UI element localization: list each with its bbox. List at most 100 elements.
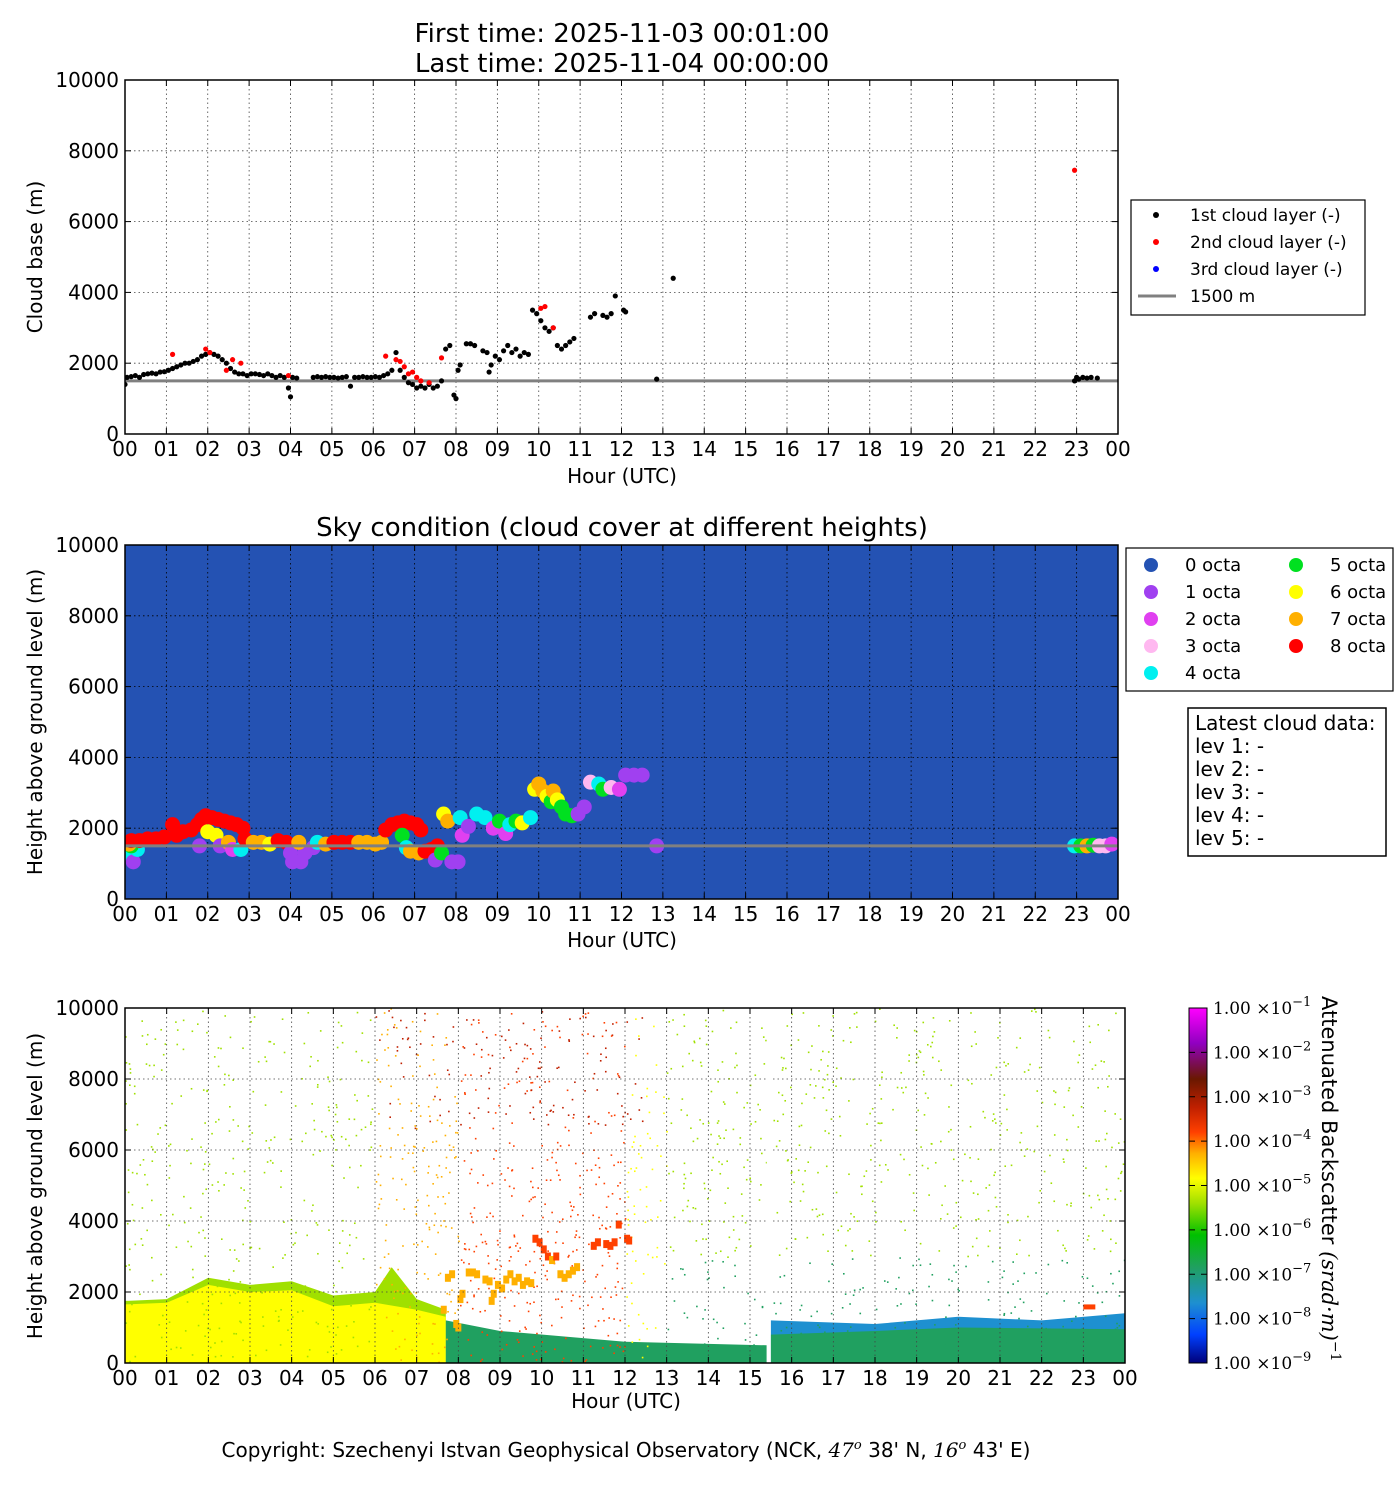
backscatter-noise-pixel [987,1245,990,1248]
backscatter-noise-pixel [699,1037,701,1040]
backscatter-noise-pixel [369,1019,372,1022]
backscatter-noise-pixel [153,1075,155,1078]
backscatter-noise-pixel [844,1244,847,1247]
backscatter-noise-pixel [445,1225,447,1228]
octa-7-point [291,834,307,850]
backscatter-noise-pixel [613,1164,615,1167]
backscatter-noise-pixel [681,1098,684,1100]
octa-8-point [413,822,429,838]
backscatter-noise-pixel [454,1312,456,1314]
backscatter-noise-pixel [546,1278,548,1281]
backscatter-noise-pixel [923,1074,925,1076]
backscatter-noise-pixel [1114,1328,1117,1331]
backscatter-noise-pixel [955,1271,957,1273]
backscatter-noise-pixel [683,1162,686,1165]
cloud-layer-1-point [509,349,515,356]
backscatter-noise-pixel [444,1202,447,1205]
backscatter-noise-pixel [635,1054,637,1057]
backscatter-noise-pixel [693,1040,696,1043]
backscatter-noise-pixel [139,1164,142,1166]
backscatter-noise-pixel [160,1028,162,1031]
backscatter-noise-pixel [459,1304,462,1307]
backscatter-noise-pixel [353,1222,356,1225]
backscatter-noise-pixel [683,1182,685,1185]
backscatter-noise-pixel [1066,1262,1069,1264]
backscatter-noise-pixel [656,1256,658,1258]
backscatter-noise-pixel [1023,1272,1026,1275]
backscatter-noise-pixel [1053,1200,1056,1203]
backscatter-noise-pixel [203,1163,206,1165]
backscatter-noise-pixel [410,1102,413,1105]
y-tick-label: 0 [106,1351,119,1375]
backscatter-noise-pixel [1088,1025,1091,1028]
backscatter-noise-pixel [850,1041,852,1044]
backscatter-noise-pixel [787,1159,789,1161]
backscatter-noise-pixel [220,1354,223,1357]
backscatter-noise-pixel [389,1156,392,1158]
first-time-label: First time: 2025-11-03 00:01:00 [415,19,830,49]
octa-2-point [611,781,627,797]
backscatter-noise-pixel [683,1025,686,1028]
latest-cloud-lev-3: lev 3: - [1195,780,1264,804]
backscatter-noise-pixel [749,1084,752,1087]
x-tick-label: 20 [940,437,965,461]
cloud-layer-2-point [238,360,244,366]
backscatter-noise-pixel [406,1038,409,1041]
backscatter-noise-pixel [396,1050,399,1052]
backscatter-noise-pixel [919,1264,922,1267]
backscatter-noise-pixel [383,1278,386,1280]
backscatter-noise-pixel [840,1225,843,1228]
backscatter-noise-pixel [908,1054,911,1056]
x-tick-label: 11 [567,437,592,461]
backscatter-noise-pixel [338,1242,341,1244]
backscatter-noise-pixel [428,1165,430,1168]
backscatter-noise-pixel [922,1070,925,1073]
backscatter-noise-pixel [516,1339,519,1341]
backscatter-noise-pixel [732,1229,735,1231]
backscatter-noise-pixel [605,1056,607,1059]
backscatter-noise-pixel [785,1326,788,1329]
backscatter-noise-pixel [566,1089,569,1092]
backscatter-noise-pixel [585,1359,588,1361]
backscatter-noise-pixel [217,1047,220,1049]
backscatter-noise-pixel [265,1349,268,1352]
backscatter-noise-pixel [533,1250,536,1253]
octa-1-point [125,854,141,870]
backscatter-noise-pixel [232,1356,234,1358]
backscatter-noise-pixel [160,1273,162,1276]
backscatter-noise-pixel [518,1330,521,1332]
backscatter-noise-pixel [282,1257,284,1259]
x-tick-label: 00 [1105,902,1130,926]
backscatter-noise-pixel [984,1116,986,1119]
cloud-return-pixel [553,1252,560,1261]
cloud-return-pixel [1083,1304,1096,1310]
backscatter-noise-pixel [544,1351,547,1353]
backscatter-noise-pixel [327,1076,329,1079]
backscatter-noise-pixel [464,1093,466,1096]
backscatter-noise-pixel [578,1295,581,1298]
backscatter-noise-pixel [524,1326,526,1329]
backscatter-noise-pixel [383,1256,386,1259]
backscatter-noise-pixel [734,1066,736,1069]
backscatter-noise-pixel [1035,1272,1037,1274]
backscatter-noise-pixel [522,1355,524,1357]
backscatter-noise-pixel [223,1184,225,1186]
backscatter-noise-pixel [822,1050,824,1053]
backscatter-noise-pixel [509,1105,511,1107]
backscatter-noise-pixel [1104,1315,1107,1318]
backscatter-noise-pixel [535,1350,538,1353]
backscatter-noise-pixel [878,1084,881,1087]
octa-legend-marker [1144,639,1158,653]
backscatter-noise-pixel [1122,1163,1125,1166]
backscatter-noise-pixel [397,1312,399,1315]
backscatter-noise-pixel [355,1050,358,1053]
cloud-return-pixel [503,1275,510,1284]
latest-cloud-lev-5: lev 5: - [1195,826,1264,850]
backscatter-noise-pixel [992,1113,995,1115]
backscatter-noise-pixel [1070,1202,1072,1205]
backscatter-noise-pixel [469,1172,471,1175]
cloud-layer-1-point [397,367,403,373]
backscatter-noise-pixel [817,1324,819,1327]
backscatter-noise-pixel [562,1106,564,1109]
backscatter-noise-pixel [623,1141,625,1144]
